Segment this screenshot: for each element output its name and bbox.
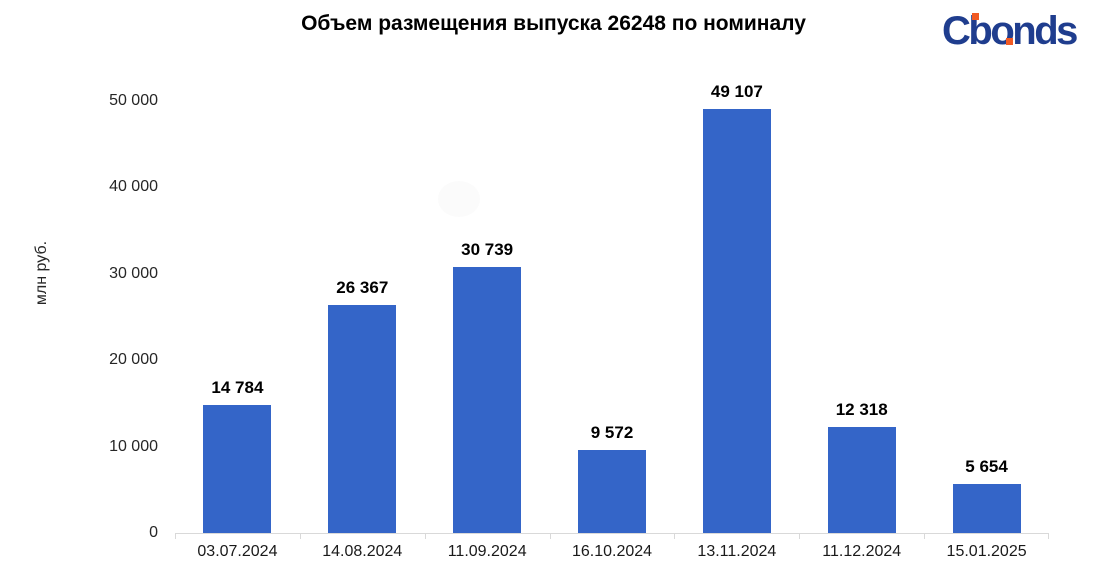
- bar-value-label: 12 318: [835, 399, 888, 419]
- x-axis-tick: [674, 534, 676, 539]
- bar-03.07.2024: [203, 405, 272, 533]
- x-axis-tick: [175, 534, 176, 539]
- logo-orange-square-top-icon: [972, 13, 979, 20]
- bar-cell: 12 318: [799, 101, 924, 533]
- chart-title: Объем размещения выпуска 26248 по номина…: [301, 12, 806, 35]
- y-axis-tick-label: 30 000: [109, 264, 158, 282]
- watermark-smudge: [438, 181, 480, 217]
- bar-value-label: 30 739: [461, 240, 514, 260]
- y-axis-tick-label: 40 000: [109, 178, 158, 196]
- bar-value-label: 9 572: [590, 423, 634, 443]
- bar-value-label: 5 654: [965, 457, 1008, 477]
- x-axis-label: 03.07.2024: [197, 543, 278, 560]
- y-axis-tick-label: 10 000: [109, 437, 158, 455]
- x-axis-label: 16.10.2024: [571, 543, 653, 560]
- x-axis-label: 11.09.2024: [447, 543, 527, 560]
- bar-cell: 5 654: [924, 101, 1049, 533]
- x-axis-tick: [1048, 534, 1049, 539]
- bar-cell: 30 739: [425, 101, 550, 533]
- y-axis-tick-label: 0: [149, 524, 158, 541]
- bar-16.10.2024: [578, 450, 646, 533]
- bar-cell: 26 367: [300, 101, 425, 533]
- bar-11.12.2024: [827, 426, 896, 533]
- x-axis-tick: [424, 534, 426, 539]
- bar-value-label: 26 367: [336, 278, 389, 298]
- cbonds-logo: Cbonds: [942, 10, 1092, 54]
- bar-value-label: 49 107: [710, 81, 763, 101]
- bar-cell: 9 572: [550, 101, 675, 533]
- bar-13.11.2024: [702, 108, 771, 533]
- x-axis-tick: [799, 534, 801, 539]
- x-axis-label: 14.08.2024: [322, 543, 403, 560]
- bar-15.01.2025: [952, 484, 1021, 533]
- y-axis-tick-label: 20 000: [109, 351, 158, 369]
- x-axis-label: 13.11.2024: [697, 543, 777, 560]
- x-axis-label: 11.12.2024: [822, 543, 902, 560]
- x-axis-labels: 03.07.2024 14.08.2024 11.09.2024 16.10.2024…: [175, 543, 1049, 561]
- bar-11.09.2024: [453, 267, 522, 533]
- x-axis-tick: [924, 534, 926, 539]
- bar-chart-plot-area: 14 784 26 367 30 739 9 572 49 107 12 318 5 654: [175, 82, 1049, 539]
- bar-14.08.2024: [328, 305, 397, 533]
- x-axis-label: 15.01.2025: [946, 543, 1027, 560]
- bar-value-label: 14 784: [211, 378, 264, 398]
- cbonds-logo-text: Cbonds: [942, 9, 1078, 53]
- y-axis-tick-labels: 0 10 000 20 000 30 000 40 000 50 000: [0, 92, 158, 541]
- y-axis-tick-label: 50 000: [109, 92, 158, 109]
- x-axis-tick: [299, 534, 301, 539]
- logo-orange-square-bottom-icon: [1006, 38, 1013, 45]
- bar-cell: 49 107: [674, 82, 799, 533]
- x-axis-tick: [549, 534, 551, 539]
- bar-cell: 14 784: [175, 101, 300, 533]
